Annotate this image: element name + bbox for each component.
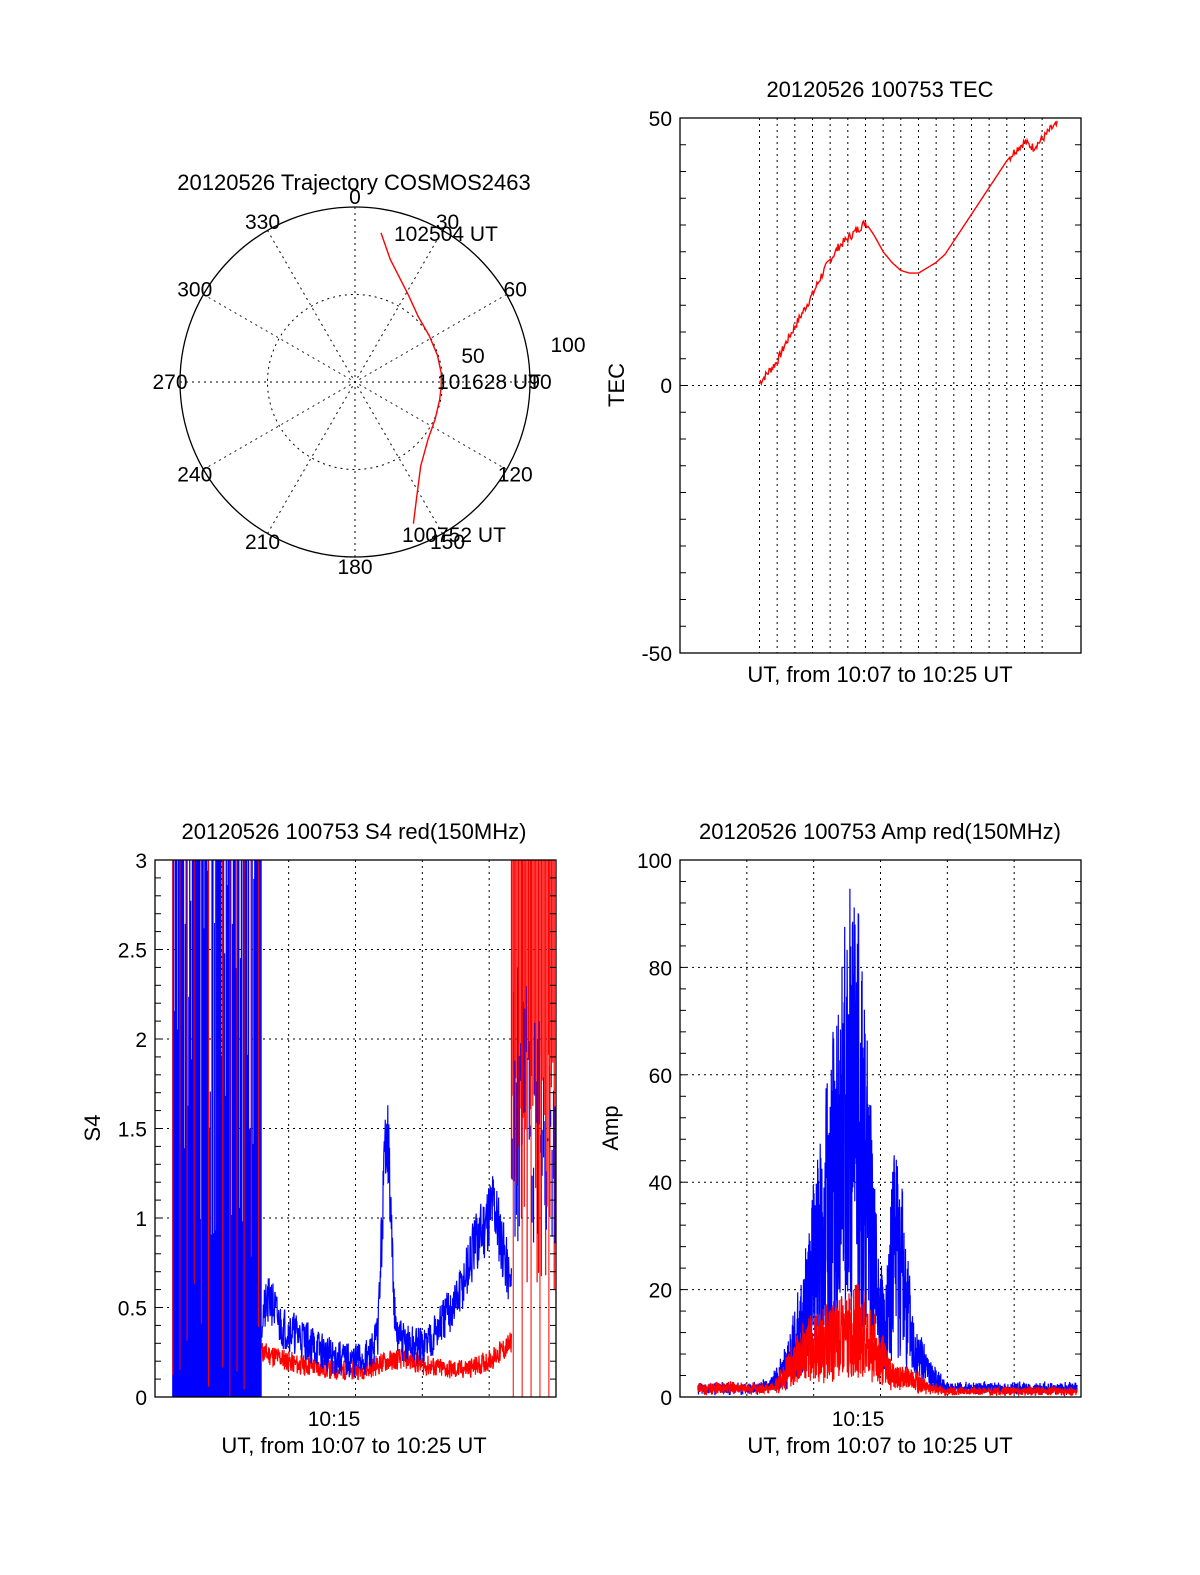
polar-outer-circle (179, 206, 531, 558)
s4-xtick-1015: 10:15 (308, 1408, 361, 1431)
tec-title: 20120526 100753 TEC (766, 77, 993, 102)
polar-azimuth-label: 120 (498, 464, 533, 487)
amp-minor-ticks (680, 880, 1081, 1377)
polar-title: 20120526 Trajectory COSMOS2463 (177, 170, 530, 195)
amp-blue-series-line (697, 888, 1078, 1396)
s4-minor-ticks (155, 877, 556, 1380)
amp-ytick-label: 0 (660, 1387, 672, 1410)
amp-ytick-label: 40 (649, 1172, 672, 1195)
polar-azimuth-label: 270 (152, 371, 187, 394)
amp-xlabel: UT, from 10:07 to 10:25 UT (747, 1433, 1012, 1458)
polar-azimuth-label: 300 (177, 279, 212, 302)
amp-ytick-label: 60 (649, 1065, 672, 1088)
polar-panel: 20120526 Trajectory COSMOS2463 0 30 60 90 12… (152, 170, 585, 579)
s4-noise-marks (172, 860, 556, 1397)
amp-ytick-label: 20 (649, 1280, 672, 1303)
tec-ytick-0: 0 (660, 375, 672, 398)
polar-grid-spoke (267, 230, 443, 534)
s4-ytick-labels: 0 0.5 1 1.5 2 2.5 3 (118, 850, 147, 1410)
polar-azimuth-labels: 0 30 60 90 120 150 180 210 240 270 300 330 (152, 186, 551, 579)
polar-azimuth-label: 180 (337, 556, 372, 579)
amp-title: 20120526 100753 Amp red(150MHz) (699, 819, 1061, 844)
polar-mid-label: 101628 UT (437, 371, 541, 394)
tec-ytick-neg50: -50 (642, 643, 672, 666)
amp-ytick-label: 80 (649, 957, 672, 980)
polar-radial-label-50: 50 (461, 345, 484, 368)
polar-grid (180, 207, 530, 557)
s4-xlabel: UT, from 10:07 to 10:25 UT (221, 1433, 486, 1458)
polar-start-label: 100752 UT (402, 524, 506, 547)
amp-ylabel: Amp (598, 1105, 623, 1150)
tec-ylabel: TEC (604, 363, 629, 407)
s4-ytick-label: 3 (135, 850, 147, 873)
amp-grid (680, 860, 1081, 1397)
amp-red-series-line (697, 1284, 1078, 1398)
tec-ytick-50: 50 (649, 108, 672, 131)
s4-ylabel: S4 (80, 1115, 105, 1142)
polar-end-label: 102504 UT (394, 223, 498, 246)
polar-azimuth-label: 330 (245, 211, 280, 234)
s4-ytick-label: 2 (135, 1029, 147, 1052)
s4-panel: 20120526 100753 S4 red(150MHz) 0 0.5 1 1.5 2… (80, 819, 557, 1458)
s4-ytick-label: 1.5 (118, 1119, 147, 1142)
tec-panel: 20120526 100753 TEC 50 0 -50 TEC UT, fro… (604, 77, 1082, 687)
s4-ytick-label: 0 (135, 1387, 147, 1410)
tec-minor-ticks (680, 144, 1081, 627)
amp-ytick-labels: 0 20 40 60 80 100 (637, 850, 672, 1410)
amp-panel: 20120526 100753 Amp red(150MHz) 0 20 40 60 8… (598, 819, 1082, 1458)
tec-series-line (758, 120, 1058, 387)
polar-grid-circle-50 (267, 294, 443, 470)
polar-azimuth-label: 150 (430, 531, 465, 554)
s4-ytick-label: 1 (135, 1208, 147, 1231)
s4-blue-series-line (261, 1105, 512, 1378)
amp-ytick-label: 100 (637, 850, 672, 873)
polar-azimuth-label: 240 (177, 464, 212, 487)
polar-azimuth-label: 90 (528, 371, 551, 394)
tec-grid (680, 118, 1081, 653)
polar-radial-label-100: 100 (550, 334, 585, 357)
amp-plot-frame (679, 859, 1082, 1398)
polar-trajectory-line (380, 232, 442, 524)
s4-ytick-label: 2.5 (118, 940, 147, 963)
s4-red-series-line (261, 1332, 512, 1381)
polar-azimuth-label: 30 (436, 211, 459, 234)
polar-azimuth-label: 60 (504, 279, 527, 302)
s4-ytick-label: 0.5 (118, 1298, 147, 1321)
s4-title: 20120526 100753 S4 red(150MHz) (182, 819, 527, 844)
tec-xlabel: UT, from 10:07 to 10:25 UT (747, 662, 1012, 687)
polar-azimuth-label: 0 (349, 186, 361, 209)
polar-azimuth-label: 210 (245, 531, 280, 554)
amp-xtick-1015: 10:15 (832, 1408, 885, 1431)
